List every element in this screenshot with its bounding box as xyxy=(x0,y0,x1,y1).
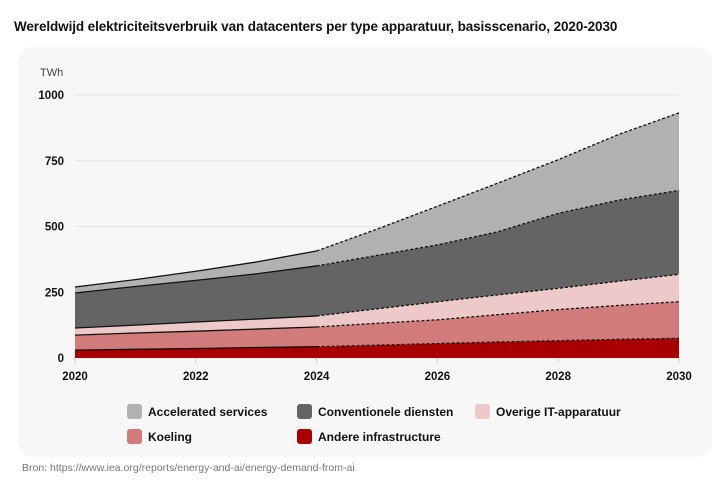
legend-label: Overige IT-apparatuur xyxy=(496,404,621,419)
line-projection-koeling xyxy=(316,301,680,328)
line-historical-conventionele-diensten xyxy=(74,265,317,294)
line-projection-andere-infrastructure xyxy=(316,337,680,348)
area-koeling xyxy=(75,301,679,351)
legend-label: Andere infrastructure xyxy=(318,429,441,444)
source-note: Bron: https://www.iea.org/reports/energy… xyxy=(22,462,355,474)
area-conventionele-diensten xyxy=(75,190,679,329)
x-tick-label: 2026 xyxy=(425,371,451,383)
y-tick-label: 1000 xyxy=(38,90,64,102)
line-historical-andere-infrastructure xyxy=(74,346,317,351)
x-tick-label: 2028 xyxy=(545,371,571,383)
line-historical-koeling xyxy=(74,326,317,336)
chart-title: Wereldwijd elektriciteitsverbruik van da… xyxy=(14,19,618,34)
y-tick-label: 250 xyxy=(45,287,64,299)
y-axis-label: TWh xyxy=(40,67,63,79)
legend-label: Koeling xyxy=(148,429,192,444)
legend-swatch xyxy=(297,429,312,444)
legend-item-overige: Overige IT-apparatuur xyxy=(475,404,621,419)
y-tick-label: 500 xyxy=(45,222,64,234)
y-tick-label: 0 xyxy=(58,353,64,365)
legend-item-accelerated: Accelerated services xyxy=(127,404,267,419)
legend-label: Accelerated services xyxy=(148,404,268,419)
legend-item-conventionele: Conventionele diensten xyxy=(297,404,453,419)
area-andere-infrastructure xyxy=(75,338,679,358)
line-projection-overige-it-apparatuur xyxy=(316,273,680,317)
legend-item-koeling: Koeling xyxy=(127,429,192,444)
line-historical-overige-it-apparatuur xyxy=(74,315,317,329)
legend-swatch xyxy=(475,404,490,419)
line-historical-accelerated-services xyxy=(74,250,317,288)
x-tick-label: 2030 xyxy=(666,371,692,383)
y-tick-label: 750 xyxy=(45,156,64,168)
legend-item-andere: Andere infrastructure xyxy=(297,429,441,444)
legend-swatch xyxy=(297,404,312,419)
x-tick-label: 2022 xyxy=(183,371,209,383)
line-projection-conventionele-diensten xyxy=(316,189,680,267)
legend-label: Conventionele diensten xyxy=(318,404,454,419)
legend-swatch xyxy=(127,429,142,444)
x-tick-label: 2024 xyxy=(304,371,330,383)
x-tick-label: 2020 xyxy=(62,371,88,383)
legend-swatch xyxy=(127,404,142,419)
area-accelerated-services xyxy=(75,112,679,294)
